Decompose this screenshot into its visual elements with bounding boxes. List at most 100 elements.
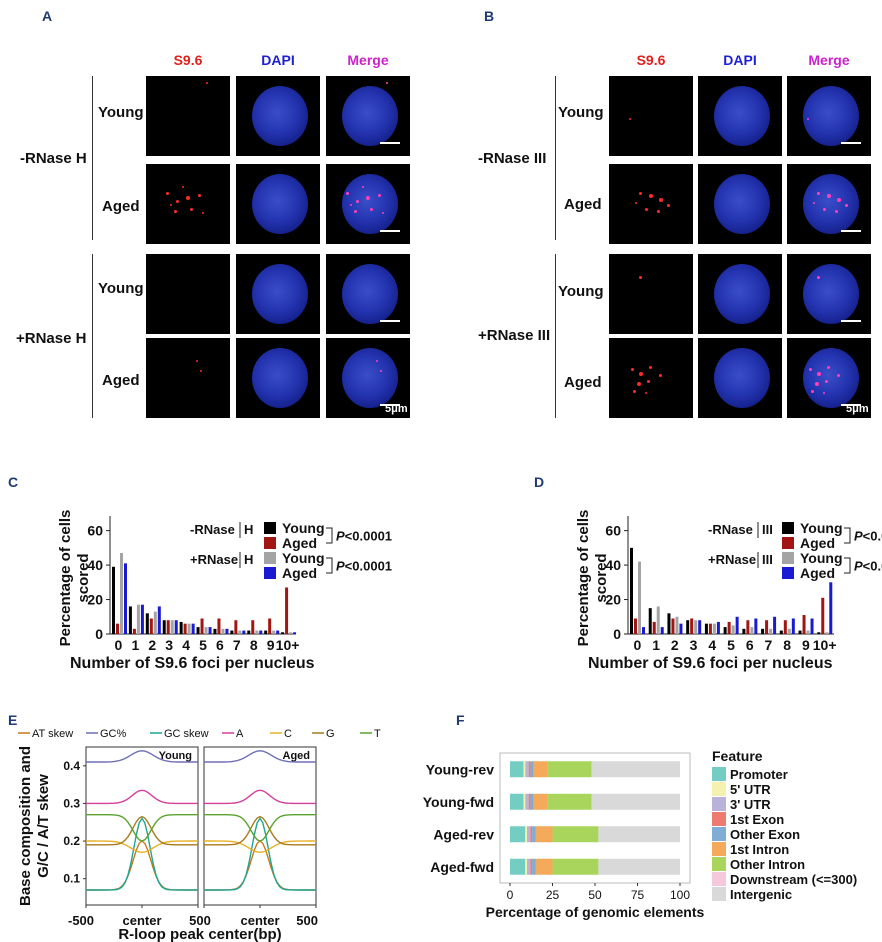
scale-bar-label: 5μm [846,403,869,415]
series-line [204,750,316,763]
legend-entry: Downstream (<=300) [730,872,857,887]
legend-title: Feature [712,748,763,764]
panel-letter-a: A [42,8,53,24]
stack-segment [530,793,534,810]
legend-swatch [712,827,726,841]
y-tick-label: 0 [95,626,103,642]
category-label: Aged-fwd [430,859,494,875]
focus-dot [825,380,828,383]
stack-segment [523,761,526,778]
dapi-image [698,254,782,334]
series-line [204,840,316,854]
bar [221,628,225,634]
x-tick-label: 9 [267,637,275,653]
p-value-italic: P [854,529,863,544]
scale-bar [380,404,400,406]
bar [660,627,664,634]
legend-swatch [712,857,726,871]
legend-entry: Aged [800,565,835,581]
scale-bar [841,404,861,406]
header-merge: Merge [808,52,850,68]
bar [289,632,293,634]
chart-e: AT skew GC% GC skew A C G T Young Aged -500 center… [17,728,381,942]
nucleus [714,348,770,408]
focus-dot [182,186,184,188]
bar [798,630,802,634]
bar [242,630,246,634]
p-value: P<0.0001 [854,529,882,544]
focus-dot [629,118,631,120]
series-line [204,789,316,805]
merge-image [787,76,871,156]
p-value: P<0.0001 [854,559,882,574]
y-axis-label: G/C / A/T skew [35,774,52,878]
y-axis-label: Base composition and [17,746,34,906]
x-axis-label: Number of S9.6 foci per nucleus [588,655,833,672]
y-tick-label: 60 [87,523,103,539]
focus-dot [827,194,831,198]
x-tick-label: 4 [182,637,190,653]
bar [690,618,694,634]
p-value-rest: <0.0001 [863,559,882,574]
row-label: Young [98,104,144,121]
bar [821,597,825,634]
x-tick-label: 5 [727,637,735,653]
focus-dot [649,366,652,369]
y-tick-label: 60 [605,523,621,539]
series-line [204,815,316,846]
focus-dot [639,276,642,279]
panel-letter-d: D [534,474,545,490]
merge-image [326,338,410,418]
nucleus [252,174,308,234]
focus-dot [817,276,820,279]
nucleus [803,86,859,146]
nucleus [803,264,859,324]
focus-dot [845,204,848,207]
nucleus [714,86,770,146]
row-label: Young [98,280,144,297]
focus-dot [837,198,841,202]
stack-segment [535,858,553,875]
x-axis-label: Percentage of genomic elements [486,904,705,920]
stack-segment [533,761,548,778]
x-tick-label: 9 [802,637,810,653]
legend-entry: T [374,728,381,740]
legend-swatch [712,812,726,826]
bar [634,618,637,634]
x-tick-label: 10+ [813,637,837,653]
s96-image [609,76,693,156]
bar [112,566,115,634]
focus-dot [817,372,821,376]
group-label-minus: -RNase H [20,150,87,167]
bar [802,615,806,634]
bar [671,618,675,634]
bar [675,616,679,634]
stack-segment [525,793,529,810]
x-tick-label: 6 [216,637,224,653]
x-tick-label: 0 [633,637,641,653]
series-line [86,840,198,854]
series-line [86,814,198,842]
merge-image [326,76,410,156]
merge-image [326,164,410,244]
row-label: Aged [564,374,602,391]
bar [686,620,690,634]
focus-dot [807,118,809,120]
focus-dot [350,204,352,206]
bar [174,620,178,634]
scale-bar-label: 5μm [385,403,408,415]
bar [264,630,268,634]
bar [166,620,170,634]
focus-dot [809,368,812,371]
bar [196,627,200,634]
y-tick-label: 20 [605,592,621,608]
bar [642,627,645,634]
stack-segment [547,761,592,778]
focus-dot [170,204,172,206]
dapi-image [698,76,782,156]
legend-swatch [264,537,276,549]
bar [723,627,727,634]
stack-segment [528,761,531,778]
y-axis-label: scored [75,553,92,602]
x-tick-label: -500 [68,913,94,928]
